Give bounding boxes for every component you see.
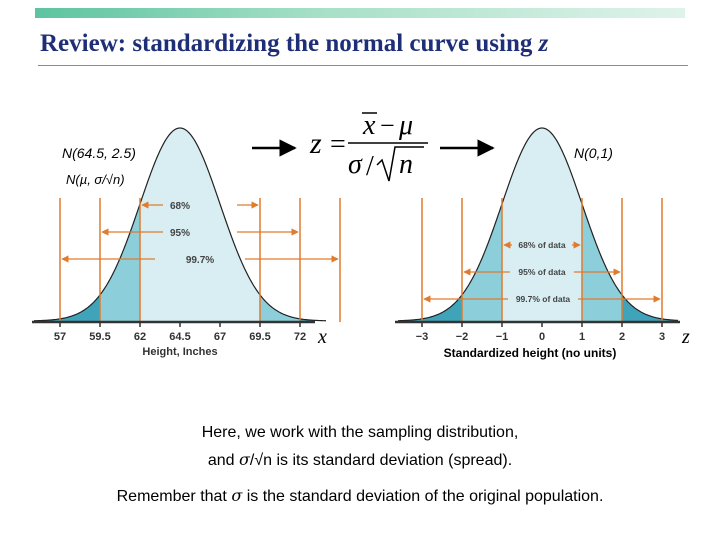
formula-z: z: [309, 127, 322, 160]
slide-title-variable: z: [538, 30, 549, 57]
left-axis-variable: x: [317, 326, 327, 348]
caption-sqrt-n: /√n: [249, 452, 273, 469]
right-tick-label: 1: [579, 331, 585, 343]
right-axis-ticks: [421, 322, 663, 327]
caption-line-2-pre: and: [207, 452, 239, 469]
left-distribution-label: N(64.5, 2.5): [62, 145, 136, 161]
left-tick-label: 62: [134, 331, 146, 343]
standardization-formula: z = x − μ σ / n: [309, 110, 428, 182]
formula-sigma: σ: [348, 149, 363, 180]
caption-line-1: Here, we work with the sampling distribu…: [0, 424, 720, 442]
formula-mu: μ: [398, 110, 413, 141]
left-997-label: 99.7%: [186, 255, 214, 266]
left-68-label: 68%: [170, 201, 190, 212]
formula-sqrt-sign: [376, 146, 424, 182]
formula-n: n: [399, 149, 413, 180]
right-68-label: 68% of data: [518, 240, 566, 250]
right-interval-arrows: [423, 241, 661, 303]
right-axis-variable: z: [681, 326, 690, 348]
left-tick-label: 57: [54, 331, 66, 343]
caption-line-3-pre: Remember that: [116, 488, 232, 505]
caption-line-3: Remember that σ is the standard deviatio…: [0, 486, 720, 506]
right-tick-label: 2: [619, 331, 625, 343]
right-interval-lines: [421, 198, 663, 322]
right-997-label: 99.7% of data: [516, 294, 571, 304]
left-tick-label: 59.5: [89, 331, 110, 343]
slide-title: Review: standardizing the normal curve u…: [40, 30, 548, 58]
left-interval-arrows: [61, 201, 339, 263]
right-tick-label: −3: [416, 331, 429, 343]
caption-line-1-text: Here, we work with the sampling distribu…: [201, 424, 519, 441]
right-tick-label: 3: [659, 331, 665, 343]
right-curve-68-fill: [502, 128, 582, 321]
left-axis-title: Height, Inches: [142, 346, 217, 358]
caption-sigma: σ: [231, 486, 243, 505]
left-curve-outline: [33, 127, 327, 322]
formula-xbar: x: [362, 110, 376, 141]
right-curve-outline: [397, 127, 679, 322]
right-distribution-label: N(0,1): [574, 145, 613, 161]
formula-equals: =: [330, 129, 346, 160]
slide-title-text: Review: standardizing the normal curve u…: [40, 30, 533, 57]
left-tick-label: 67: [214, 331, 226, 343]
formula-minus: −: [380, 111, 395, 140]
left-tick-label: 72: [294, 331, 306, 343]
right-tick-label: −1: [496, 331, 509, 343]
formula-slash: /: [366, 151, 374, 182]
left-95-label: 95%: [170, 228, 190, 239]
left-tick-label: 64.5: [169, 331, 190, 343]
left-parameter-label: N(µ, σ/√n): [66, 172, 125, 187]
left-normal-curve: 68% 95% 99.7% 57 59.5 62 64.5 67 69.5 72…: [32, 127, 341, 358]
left-curve-68-fill: [140, 128, 260, 321]
right-normal-curve: 68% of data 95% of data 99.7% of data −3…: [395, 127, 690, 360]
title-divider: [38, 65, 688, 66]
left-axis-ticks: [59, 322, 301, 327]
right-tick-label: 0: [539, 331, 545, 343]
right-95-label: 95% of data: [518, 267, 566, 277]
left-tick-label: 69.5: [249, 331, 270, 343]
left-interval-lines: [59, 198, 341, 322]
caption-line-2: and σ/√n is its standard deviation (spre…: [0, 450, 720, 470]
caption-line-2-post: is its standard deviation (spread).: [272, 452, 513, 469]
right-tick-label: −2: [456, 331, 469, 343]
right-axis-title: Standardized height (no units): [444, 346, 617, 360]
title-accent-bar: [35, 8, 685, 18]
caption-line-3-post: is the standard deviation of the origina…: [242, 488, 604, 505]
caption-sigma: σ: [238, 450, 250, 469]
